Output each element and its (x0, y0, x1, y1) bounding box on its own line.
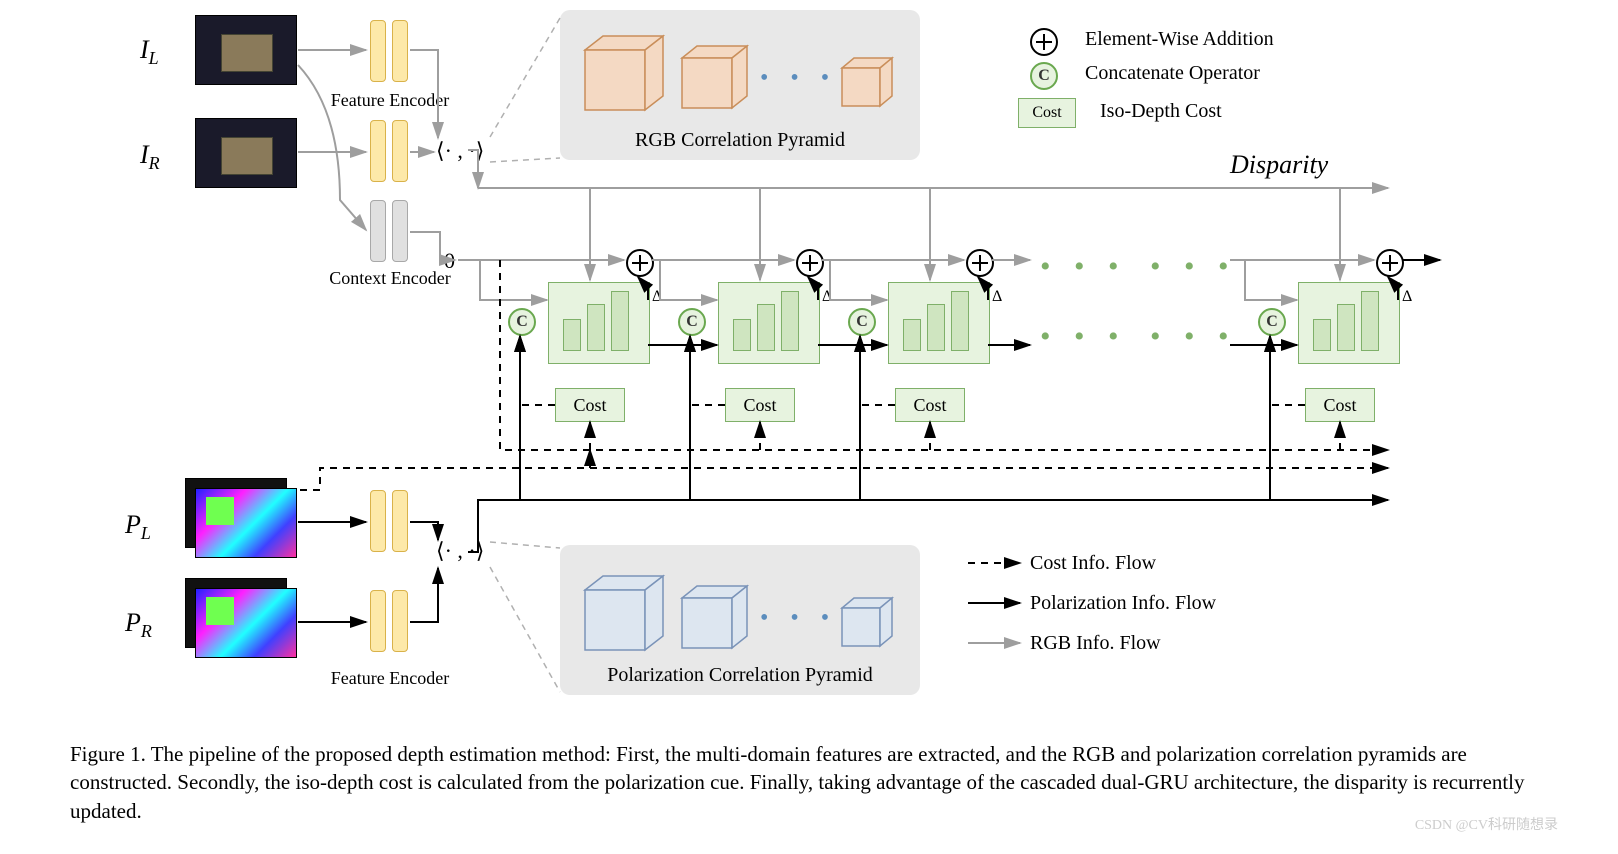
thumb-PL (195, 488, 297, 558)
legend-pol-flow: Polarization Info. Flow (1030, 592, 1216, 615)
enc-block (392, 590, 408, 652)
legend-add: Element-Wise Addition (1085, 28, 1274, 51)
legend-add-icon (1030, 28, 1058, 56)
ellipsis-blue: • • • (760, 605, 837, 632)
cube-label: C2 (700, 78, 721, 99)
delta: Δ (822, 288, 832, 306)
rgb-pyramid-title: RGB Correlation Pyramid (560, 129, 920, 152)
enc-block (392, 20, 408, 82)
ellipsis-green: • • • (1150, 320, 1237, 354)
cube-label: C4 (855, 84, 876, 105)
legend-rgb-flow: RGB Info. Flow (1030, 632, 1161, 655)
enc-block (370, 20, 386, 82)
thumb-IL (195, 15, 297, 85)
enc-block (370, 120, 386, 182)
delta: Δ (652, 288, 662, 306)
ellipsis-green: • • • (1040, 250, 1127, 284)
gru-box (1298, 282, 1400, 364)
input-label-PL: PL (125, 510, 151, 544)
cube-label: C2 (700, 618, 721, 639)
enc-block (392, 120, 408, 182)
legend-concat-icon: C (1030, 62, 1058, 90)
cost-box: Cost (555, 388, 625, 422)
cube-label: C4 (855, 624, 876, 645)
ctx-block (392, 200, 408, 262)
enc-block (392, 490, 408, 552)
add-op (1376, 249, 1404, 277)
input-label-IR: IR (140, 140, 160, 174)
thumb-PR (195, 588, 297, 658)
cost-box: Cost (895, 388, 965, 422)
feature-encoder-label-bot: Feature Encoder (320, 668, 460, 689)
ellipsis-green: • • • (1040, 320, 1127, 354)
cost-box: Cost (1305, 388, 1375, 422)
corr-symbol-top: ⟨· , ·⟩ (436, 138, 484, 164)
watermark: CSDN @CV科研随想录 (1415, 814, 1558, 834)
cost-box: Cost (725, 388, 795, 422)
gru-box (718, 282, 820, 364)
figure-caption: Figure 1. The pipeline of the proposed d… (70, 740, 1550, 825)
ctx-block (370, 200, 386, 262)
enc-block (370, 490, 386, 552)
gru-box (548, 282, 650, 364)
concat-op: C (678, 308, 706, 336)
ellipsis-green: • • • (1150, 250, 1237, 284)
concat-op: C (508, 308, 536, 336)
add-op (626, 249, 654, 277)
legend-cost-icon: Cost (1018, 98, 1076, 128)
add-op (966, 249, 994, 277)
legend-cost-flow: Cost Info. Flow (1030, 552, 1156, 575)
delta: Δ (1402, 288, 1412, 306)
cube-label: C1 (605, 612, 626, 633)
input-label-IL: IL (140, 35, 159, 69)
legend-concat: Concatenate Operator (1085, 62, 1260, 85)
context-encoder-label: Context Encoder (320, 268, 460, 289)
concat-op: C (848, 308, 876, 336)
enc-block (370, 590, 386, 652)
ellipsis-blue: • • • (760, 65, 837, 92)
disparity-label: Disparity (1230, 150, 1328, 180)
input-label-PR: PR (125, 608, 152, 642)
add-op (796, 249, 824, 277)
legend-cost: Iso-Depth Cost (1100, 100, 1222, 123)
corr-symbol-bot: ⟨· , ·⟩ (436, 538, 484, 564)
concat-op: C (1258, 308, 1286, 336)
thumb-IR (195, 118, 297, 188)
zero-init: 0 (444, 248, 455, 274)
gru-box (888, 282, 990, 364)
pol-pyramid-title: Polarization Correlation Pyramid (560, 664, 920, 687)
delta: Δ (992, 288, 1002, 306)
feature-encoder-label-top: Feature Encoder (320, 90, 460, 111)
cube-label: C1 (605, 72, 626, 93)
